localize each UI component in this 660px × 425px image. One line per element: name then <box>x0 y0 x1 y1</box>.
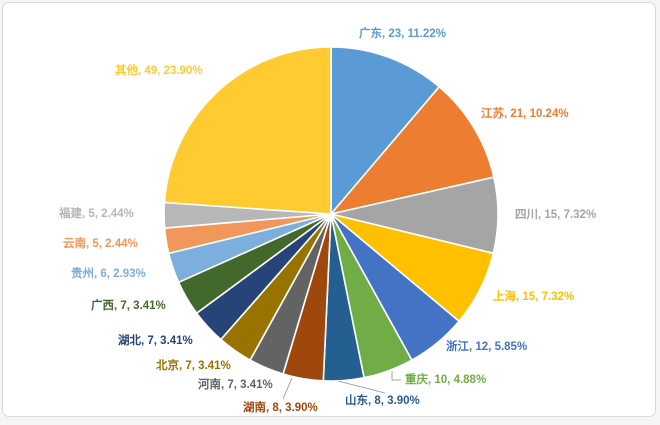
pie-chart: 广东, 23, 11.22% 江苏, 21, 10.24% 四川, 15, 7.32… <box>58 26 596 414</box>
data-label-10: 湖北, 7, 3.41% <box>118 333 193 347</box>
data-label-9: 北京, 7, 3.41% <box>156 358 231 372</box>
data-label-0: 广东, 23, 11.22% <box>359 26 446 40</box>
data-label-7: 湖南, 8, 3.90% <box>243 400 318 414</box>
data-label-15: 其他, 49, 23.90% <box>115 63 203 77</box>
leader-line-5 <box>391 371 401 381</box>
pie-slice-0 <box>330 46 441 215</box>
data-label-14: 福建, 5, 2.44% <box>58 206 134 220</box>
chart-area: 广东, 23, 11.22% 江苏, 21, 10.24% 四川, 15, 7.32… <box>2 2 656 417</box>
data-label-6: 山东, 8, 3.90% <box>345 393 420 407</box>
pie-slice-15 <box>163 46 332 215</box>
data-label-11: 广西, 7, 3.41% <box>91 298 166 312</box>
data-label-8: 河南, 7, 3.41% <box>198 377 273 391</box>
data-label-2: 四川, 15, 7.32% <box>515 208 596 221</box>
leader-line-7 <box>282 377 293 400</box>
data-label-3: 上海, 15, 7.32% <box>493 289 574 303</box>
data-label-5: 重庆, 10, 4.88% <box>405 372 486 386</box>
data-label-1: 江苏, 21, 10.24% <box>481 106 569 120</box>
data-label-4: 浙江, 12, 5.85% <box>446 339 527 353</box>
data-label-13: 云南, 5, 2.44% <box>63 236 138 250</box>
data-label-12: 贵州, 6, 2.93% <box>71 266 146 280</box>
pie-slice-1 <box>330 86 495 215</box>
leader-line-6 <box>337 380 386 394</box>
